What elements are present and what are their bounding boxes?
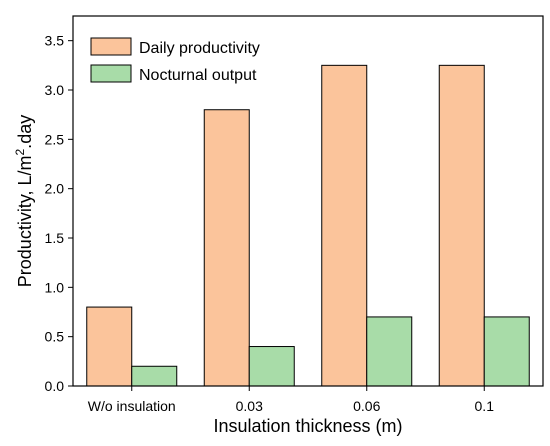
- y-tick-label: 0.0: [45, 378, 65, 394]
- bar-nocturnal-output-3: [483, 316, 530, 387]
- y-axis-ticks: 0.0 0.5 1.0 1.5 2.0 2.5 3.0 3.5: [45, 33, 73, 394]
- x-tick-label: W/o insulation: [88, 398, 176, 414]
- y-axis-label-end: .day: [15, 115, 35, 149]
- bar-daily-productivity-0: [86, 306, 133, 387]
- y-tick-label: 2.0: [45, 181, 65, 197]
- x-tick-label: 0.03: [236, 398, 263, 414]
- bar-daily-productivity-3: [438, 64, 485, 387]
- x-tick-label: 0.06: [353, 398, 380, 414]
- y-axis-label-superscript: 2: [13, 149, 27, 156]
- y-axis-label-main: Productivity, L/m: [15, 156, 35, 288]
- plot-frame: [72, 15, 544, 387]
- y-tick-label: 1.5: [45, 230, 65, 246]
- bars-layer: [86, 64, 530, 387]
- y-axis-label: Productivity, L/m2.day: [13, 115, 35, 287]
- y-tick-label: 1.0: [45, 279, 65, 295]
- bar-nocturnal-output-1: [248, 346, 295, 387]
- y-tick-label: 3.5: [45, 33, 65, 49]
- bar-daily-productivity-2: [321, 64, 368, 387]
- y-tick-label: 3.0: [45, 82, 65, 98]
- x-axis-ticks: W/o insulation 0.03 0.06 0.1: [88, 386, 494, 414]
- legend-label-daily-productivity: Daily productivity: [139, 40, 260, 57]
- bar-nocturnal-output-2: [366, 316, 413, 387]
- bar-nocturnal-output-0: [131, 365, 178, 387]
- legend: Daily productivity Nocturnal output: [90, 37, 260, 84]
- legend-swatch-daily-productivity: [90, 37, 132, 56]
- legend-label-nocturnal-output: Nocturnal output: [139, 67, 257, 84]
- bar-daily-productivity-1: [203, 109, 250, 387]
- y-tick-label: 0.5: [45, 329, 65, 345]
- x-axis-label: Insulation thickness (m): [213, 416, 402, 436]
- y-tick-label: 2.5: [45, 131, 65, 147]
- x-tick-label: 0.1: [475, 398, 495, 414]
- legend-swatch-nocturnal-output: [90, 64, 132, 83]
